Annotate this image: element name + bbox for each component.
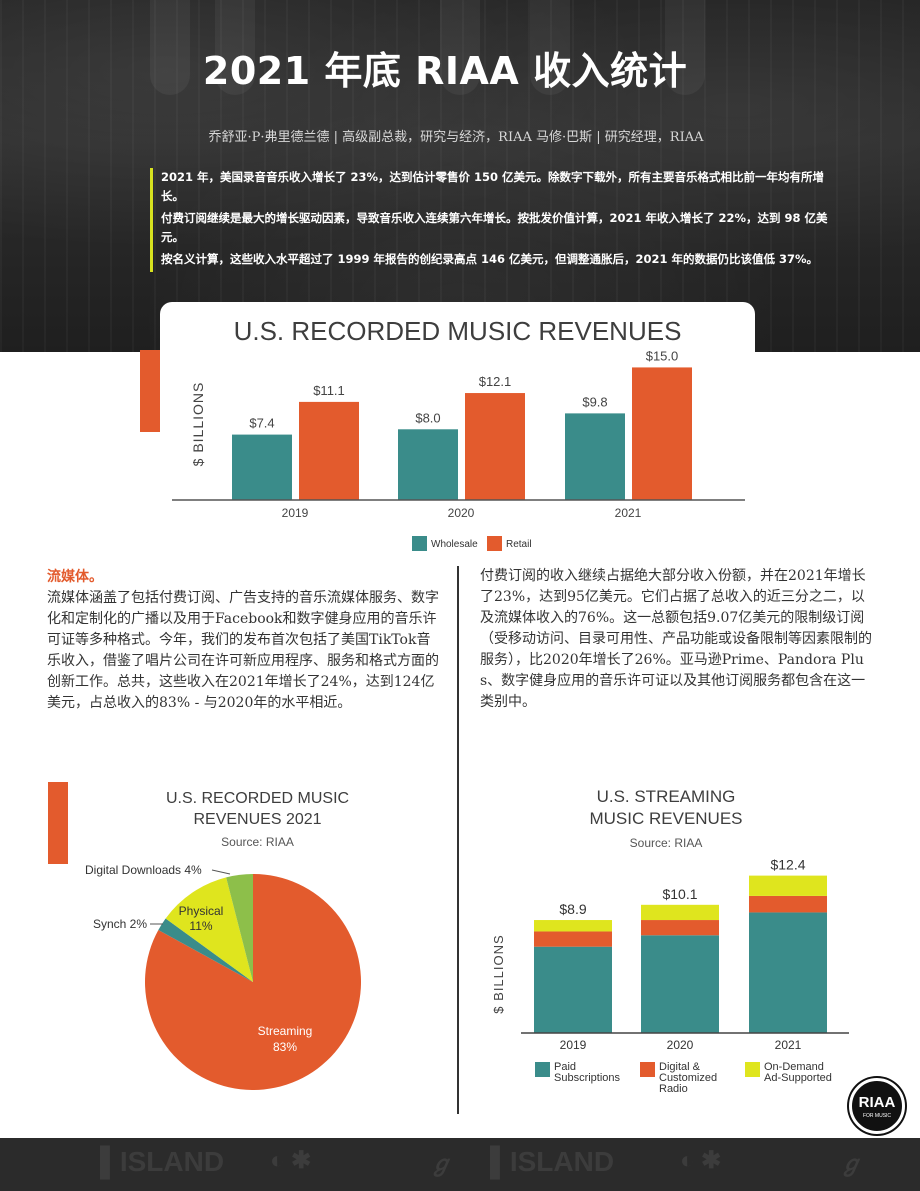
bar (299, 401, 359, 500)
legend-label: Wholesale (431, 539, 478, 550)
chart-title-line: U.S. RECORDED MUSIC (165, 790, 350, 807)
data-label: $11.1 (313, 383, 345, 398)
pie-chart-card: U.S. RECORDED MUSIC REVENUES 2021 Source… (70, 782, 445, 1102)
slice-label: Physical (179, 904, 224, 918)
streaming-chart-card: U.S. STREAMING MUSIC REVENUES Source: RI… (481, 782, 851, 1112)
y-axis-label: $ BILLIONS (491, 934, 506, 1013)
summary-paragraph: 付费订阅继续是最大的增长驱动因素，导致音乐收入连续第六年增长。按批发价值计算，2… (161, 211, 828, 244)
data-label: $9.8 (582, 394, 607, 409)
pie-slice (165, 877, 253, 982)
bar-segment (641, 935, 719, 1033)
bar-segment (749, 875, 827, 896)
page-title: 2021 年底 RIAA 收入统计 (202, 49, 688, 93)
bar-segment (749, 912, 827, 1033)
leader-line (211, 869, 231, 875)
summary-paragraph: 2021 年，美国录音音乐收入增长了 23%，达到估计零售价 150 亿美元。除… (161, 170, 825, 203)
total-label: $12.4 (770, 857, 805, 873)
x-tick-label: 2021 (775, 1038, 802, 1052)
revenues-bar-chart: $ BILLIONS $7.4 $8.0 $9.8 $11.1 $12.1 $15.0 201… (172, 348, 745, 551)
x-tick-label: 2021 (615, 506, 642, 520)
x-tick-label: 2019 (560, 1038, 587, 1052)
header-banner: 2021 年底 RIAA 收入统计 乔舒亚·P·弗里德兰德 | 高级副总裁，研究… (0, 0, 920, 352)
body-paragraph: 付费订阅的收入继续占据绝大部分收入份额，并在2021年增长了23%，达到95亿美… (480, 568, 872, 710)
record-label-logo: ℊ (840, 1151, 863, 1176)
guitar-silhouette (150, 0, 190, 95)
x-tick-label: 2019 (282, 506, 309, 520)
bar (565, 413, 625, 500)
total-label: $10.1 (662, 886, 697, 902)
bar-segment (534, 946, 612, 1033)
legend-swatch (745, 1062, 760, 1077)
legend-label: Retail (506, 539, 532, 550)
bar (632, 367, 692, 500)
record-label-logo: ◐ ✱ (270, 1147, 312, 1174)
data-label: $12.1 (479, 374, 512, 389)
record-label-logo: ▌ISLAND (100, 1146, 225, 1177)
pie-slice (158, 918, 253, 982)
streaming-section-left: 流媒体。 流媒体涵盖了包括付费订阅、广告支持的音乐流媒体服务、数字化和定制化的广… (47, 566, 439, 714)
legend-swatch (412, 536, 427, 551)
pie-slice (226, 874, 253, 982)
bar (398, 429, 458, 500)
decorative-orange-tab (48, 782, 68, 864)
legend-swatch (535, 1062, 550, 1077)
chart-title-line: U.S. STREAMING (596, 787, 736, 806)
total-label: $8.9 (559, 901, 586, 917)
chart-source: Source: RIAA (221, 835, 294, 849)
logo-text: RIAA (858, 1094, 896, 1111)
chart-title-line: MUSIC REVENUES (589, 809, 743, 828)
slice-label: Streaming (258, 1024, 313, 1038)
slice-value-label: 83% (273, 1040, 297, 1054)
legend-label: Paid Subscriptions (554, 1061, 621, 1084)
x-tick-label: 2020 (448, 506, 475, 520)
slice-label: Synch 2% (93, 917, 147, 931)
body-paragraph: 流媒体涵盖了包括付费订阅、广告支持的音乐流媒体服务、数字化和定制化的广播以及用于… (47, 590, 439, 711)
chart-source: Source: RIAA (629, 836, 703, 850)
guitar-silhouette (530, 0, 570, 95)
x-tick-label: 2020 (667, 1038, 694, 1052)
studio-background-texture (0, 0, 920, 352)
bar-segment (641, 904, 719, 921)
bar-segment (641, 920, 719, 936)
streaming-stacked-bar-chart: $ BILLIONS $8.9 2019 $10.1 2020 $12.4 2021 Paid… (491, 857, 849, 1095)
slice-value-label: 11% (189, 919, 212, 933)
streaming-section-right: 付费订阅的收入继续占据绝大部分收入份额，并在2021年增长了23%，达到95亿美… (480, 566, 876, 713)
author-byline: 乔舒亚·P·弗里德兰德 | 高级副总裁，研究与经济，RIAA 马修·巴斯 | 研… (208, 130, 704, 145)
summary-paragraph: 按名义计算，这些收入水平超过了 1999 年报告的创纪录高点 146 亿美元，但… (161, 252, 819, 266)
guitar-silhouette (215, 0, 255, 95)
guitar-silhouette (440, 0, 480, 95)
bar-segment (534, 920, 612, 932)
summary-block: 2021 年，美国录音音乐收入增长了 23%，达到估计零售价 150 亿美元。除… (150, 168, 830, 272)
chart-title: U.S. RECORDED MUSIC REVENUES (233, 316, 682, 346)
legend-label: Digital & Customized Radio (659, 1061, 717, 1095)
revenues-chart-card: U.S. RECORDED MUSIC REVENUES $ BILLIONS $… (160, 302, 755, 562)
data-label: $8.0 (415, 410, 440, 425)
legend-swatch (487, 536, 502, 551)
slice-label: Digital Downloads 4% (85, 863, 202, 877)
logo-subtext: FOR MUSIC (862, 1113, 892, 1119)
bar (232, 434, 292, 500)
data-label: $7.4 (249, 416, 274, 431)
record-label-logo: ◐ ✱ (680, 1147, 722, 1174)
chart-title: U.S. RECORDED MUSIC REVENUES 2021 Source… (70, 788, 445, 853)
legend-label: On-Demand Ad-Supported (764, 1061, 832, 1084)
record-label-logo: ▌ISLAND (490, 1146, 615, 1177)
guitar-silhouette (665, 0, 705, 95)
bar (465, 393, 525, 500)
label-logos-footer: ▌ISLAND ◐ ✱ ℊ ▌ISLAND ◐ ✱ ℊ (0, 1138, 920, 1191)
column-divider (457, 566, 459, 1114)
data-label: $15.0 (646, 348, 679, 363)
bar-segment (749, 895, 827, 913)
record-label-logo: ℊ (430, 1151, 453, 1176)
chart-title: U.S. STREAMING MUSIC REVENUES Source: RI… (481, 786, 851, 854)
chart-title-line: REVENUES 2021 (193, 811, 322, 828)
riaa-logo: RIAA FOR MUSIC (849, 1078, 905, 1134)
bar-segment (534, 931, 612, 947)
section-heading: 流媒体。 (47, 569, 103, 585)
y-axis-label: $ BILLIONS (190, 382, 206, 467)
legend-swatch (640, 1062, 655, 1077)
